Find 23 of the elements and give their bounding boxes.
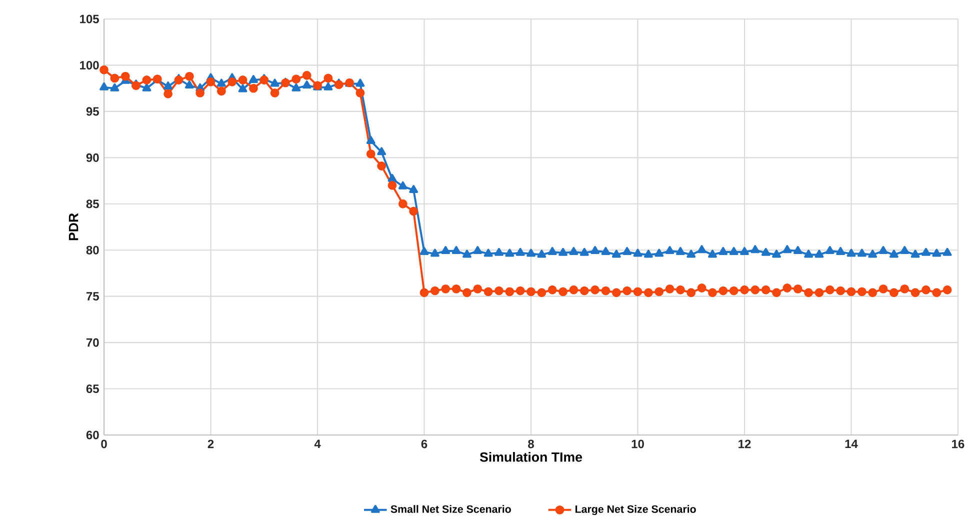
x-axis-title: Simulation TIme (480, 452, 582, 462)
x-tick-label: 6 (421, 440, 428, 448)
y-tick-label: 80 (86, 246, 99, 254)
y-tick-label: 60 (86, 430, 99, 440)
legend-label: Small Net Size Scenario (390, 505, 511, 513)
x-tick-label: 10 (632, 440, 644, 448)
legend-label: Large Net Size Scenario (576, 505, 696, 516)
x-tick-label: 16 (952, 440, 964, 448)
y-tick-label: 70 (86, 338, 99, 347)
x-tick-label: 14 (845, 440, 858, 448)
x-tick-label: 4 (314, 440, 321, 448)
x-tick-label: 2 (208, 440, 214, 448)
y-tick-label: 85 (86, 200, 99, 208)
y-tick-label: 105 (80, 14, 99, 24)
x-tick-label: 12 (738, 440, 751, 448)
x-tick-label: 0 (101, 440, 107, 448)
y-axis-title: PDR (68, 213, 78, 240)
y-tick-label: 100 (80, 60, 99, 70)
y-tick-label: 75 (86, 292, 99, 301)
y-tick-label: 65 (86, 384, 99, 394)
x-tick-label: 8 (528, 440, 534, 448)
y-tick-label: 90 (86, 153, 99, 162)
y-tick-label: 95 (86, 107, 99, 116)
